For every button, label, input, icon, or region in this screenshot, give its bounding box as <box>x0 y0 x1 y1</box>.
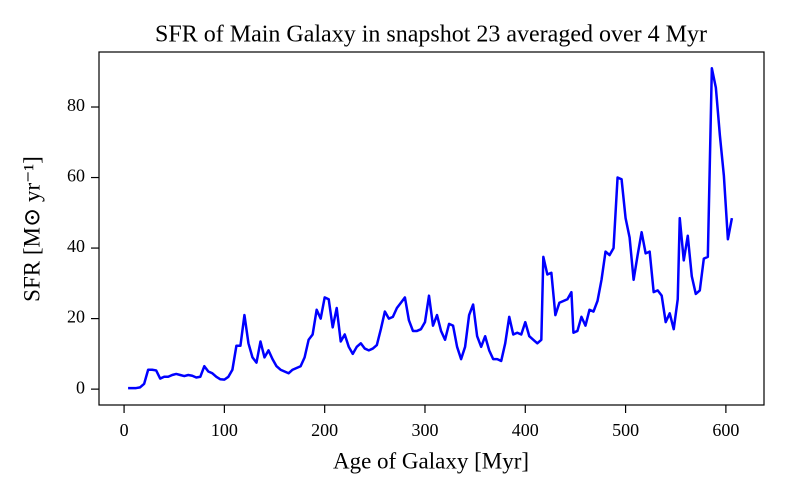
x-tick-label: 100 <box>211 420 238 440</box>
chart-title: SFR of Main Galaxy in snapshot 23 averag… <box>155 22 707 48</box>
x-tick-label: 400 <box>512 420 539 440</box>
y-tick-label: 80 <box>67 95 85 115</box>
plot-frame <box>98 51 765 406</box>
y-tick-label: 40 <box>67 236 85 256</box>
x-tick-label: 600 <box>712 420 739 440</box>
x-tick-label: 500 <box>612 420 639 440</box>
x-axis-label: Age of Galaxy [Myr] <box>333 448 529 473</box>
x-tick-label: 200 <box>311 420 338 440</box>
y-tick-label: 20 <box>67 307 85 327</box>
x-tick-label: 300 <box>411 420 438 440</box>
y-axis-label: SFR [M⊙ yr⁻¹] <box>19 156 44 302</box>
y-tick-label: 60 <box>67 166 85 186</box>
data-line <box>128 66 734 390</box>
x-tick-label: 0 <box>120 420 129 440</box>
y-tick-label: 0 <box>76 377 85 397</box>
